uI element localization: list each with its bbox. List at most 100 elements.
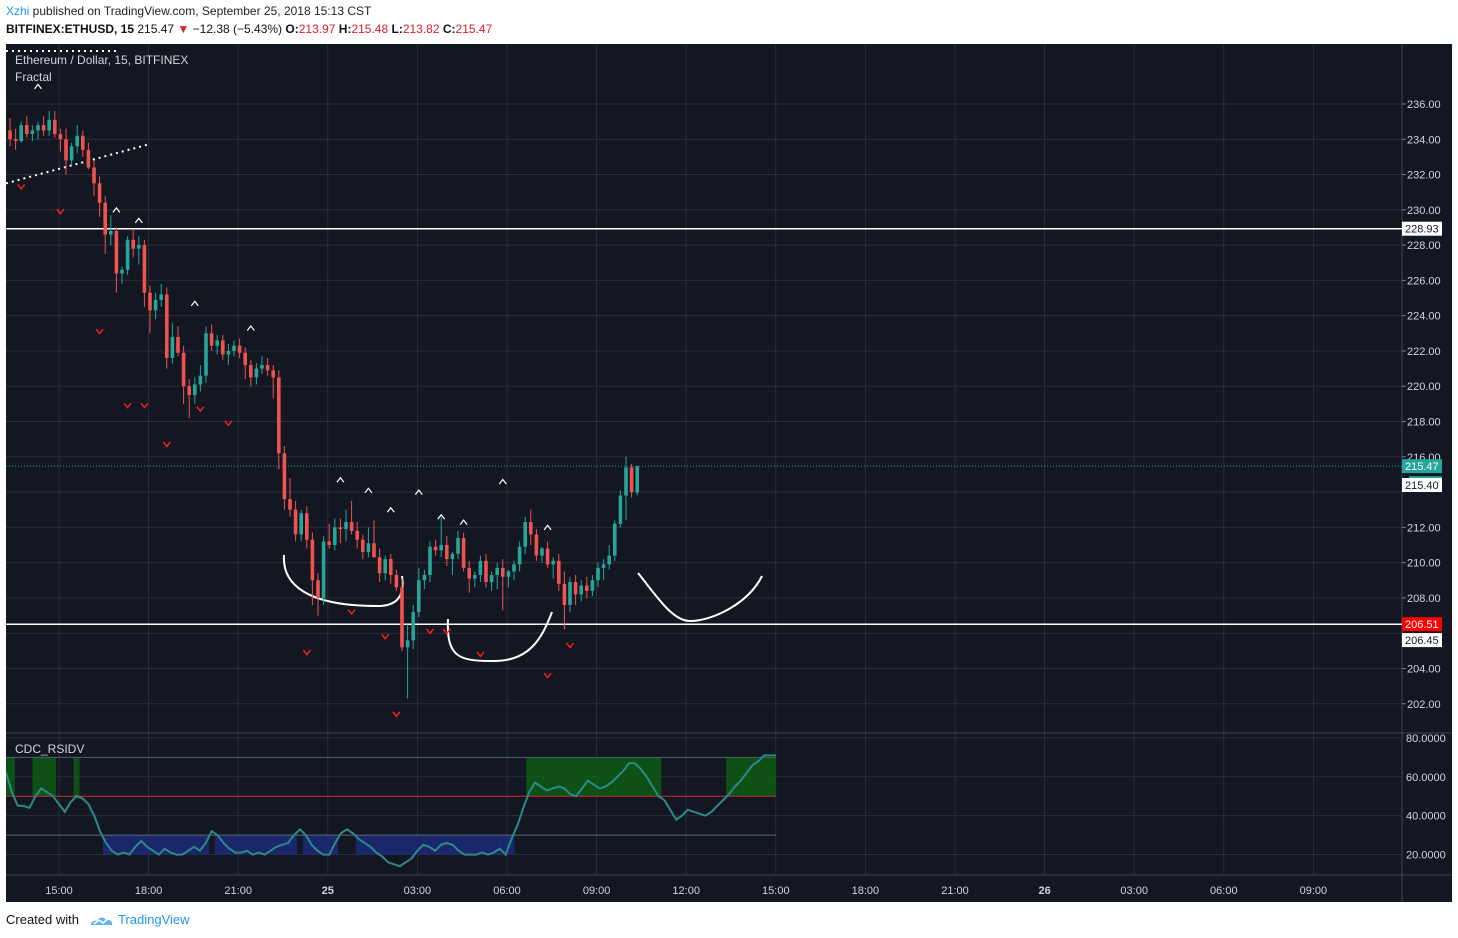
candle-body bbox=[349, 522, 354, 531]
fractal-down-icon bbox=[565, 642, 575, 649]
candle-body bbox=[86, 149, 91, 168]
fractal-down-icon bbox=[95, 328, 104, 335]
candle-body bbox=[215, 340, 219, 346]
candle-body bbox=[92, 167, 96, 184]
fractal-up-icon bbox=[386, 506, 395, 513]
candle-body bbox=[568, 582, 572, 605]
rsi-tick-label: 80.0000 bbox=[1406, 733, 1446, 745]
candle-body bbox=[473, 574, 477, 579]
candle-body bbox=[53, 119, 57, 134]
time-tick-label: 03:00 bbox=[404, 885, 432, 897]
last-price: 215.47 bbox=[137, 22, 175, 36]
candle-body bbox=[596, 567, 600, 581]
price-tick-label: 228.00 bbox=[1407, 240, 1441, 252]
symbol-label: BITFINEX:ETHUSD, 15 bbox=[6, 22, 135, 36]
candle-body bbox=[400, 587, 404, 648]
fractal-up-icon bbox=[34, 83, 42, 90]
support2-price-badge: 206.45 bbox=[1405, 635, 1439, 647]
author-name[interactable]: Xzhi bbox=[6, 4, 30, 18]
candle-body bbox=[198, 375, 203, 385]
candle-body bbox=[265, 365, 270, 371]
candle-body bbox=[394, 574, 399, 588]
fractal-down-icon bbox=[302, 649, 311, 656]
price-tick-label: 208.00 bbox=[1407, 593, 1441, 605]
time-tick-label: 06:00 bbox=[1210, 885, 1238, 897]
candle-body bbox=[456, 537, 460, 554]
candle-body bbox=[142, 245, 147, 293]
candle-body bbox=[383, 559, 387, 574]
candle-body bbox=[433, 546, 438, 551]
fractal-label: Fractal bbox=[15, 70, 52, 84]
candle-body bbox=[338, 527, 343, 530]
fractal-up-icon bbox=[112, 206, 121, 213]
chart-area[interactable]: 202.00 204.00 208.00 210.00 212.00 216.00 218.… bbox=[5, 44, 1452, 902]
ohlc-header: BITFINEX:ETHUSD, 15 215.47 ▼ −12.38 (−5.… bbox=[6, 22, 492, 36]
candle-body bbox=[305, 513, 309, 540]
candle-body bbox=[607, 555, 611, 565]
candle-body bbox=[562, 583, 567, 605]
candle-body bbox=[25, 125, 29, 134]
rsi-bear-zone bbox=[214, 835, 297, 855]
candle-body bbox=[8, 130, 12, 140]
right-shoulder-curve bbox=[637, 572, 763, 623]
candle-body bbox=[159, 294, 163, 300]
price-tick-label: 234.00 bbox=[1407, 134, 1441, 146]
price-tick-label: 218.00 bbox=[1407, 417, 1441, 429]
candle-body bbox=[517, 546, 522, 565]
candle-body bbox=[277, 377, 281, 454]
candle-body bbox=[523, 522, 527, 547]
prev-close-badge: 215.40 bbox=[1405, 480, 1439, 492]
price-tick-label: 220.00 bbox=[1407, 381, 1441, 393]
chart-svg[interactable]: 202.00204.00208.00210.00212.00216.00218.… bbox=[5, 44, 1452, 902]
candle-body bbox=[243, 352, 247, 366]
rsi-bull-zone bbox=[32, 757, 56, 797]
fractal-up-icon bbox=[414, 489, 423, 495]
candle-body bbox=[19, 125, 23, 142]
rsi-line bbox=[5, 754, 776, 868]
footer: Created with TradingView bbox=[6, 912, 190, 928]
rsi-bull-zone bbox=[726, 757, 776, 797]
support-price-badge: 206.51 bbox=[1405, 619, 1439, 631]
time-tick-label: 21:00 bbox=[941, 885, 969, 897]
candle-body bbox=[624, 467, 628, 496]
time-tick-label: 09:00 bbox=[1300, 885, 1328, 897]
candle-body bbox=[176, 336, 180, 353]
candle-body bbox=[501, 567, 505, 577]
candle-body bbox=[58, 133, 63, 140]
candle-body bbox=[109, 230, 113, 235]
candle-body bbox=[495, 567, 499, 575]
candle-body bbox=[75, 135, 79, 147]
candle-body bbox=[461, 537, 466, 568]
rsi-bull-zone bbox=[73, 757, 80, 797]
fractal-down-icon bbox=[392, 711, 401, 718]
open-label: O: bbox=[285, 22, 299, 36]
price-tick-label: 222.00 bbox=[1407, 346, 1441, 358]
candle-body bbox=[478, 560, 483, 575]
candle-body bbox=[232, 345, 236, 351]
candle-body bbox=[64, 139, 68, 161]
rsi-pane bbox=[5, 754, 776, 868]
axes: 202.00204.00208.00210.00212.00216.00218.… bbox=[45, 99, 1446, 897]
price-tick-label: 224.00 bbox=[1407, 311, 1441, 323]
pattern-drawings bbox=[5, 50, 763, 663]
candle-body bbox=[321, 541, 326, 598]
candle-body bbox=[512, 564, 516, 572]
candle-body bbox=[529, 522, 533, 535]
fractal-down-icon bbox=[224, 420, 233, 427]
down-arrow-icon: ▼ bbox=[177, 22, 190, 36]
resistance-price-badge-bg bbox=[1402, 221, 1442, 236]
last-price-badge: 215.47 bbox=[1405, 461, 1439, 473]
time-tick-label: 21:00 bbox=[224, 885, 252, 897]
grid bbox=[6, 44, 1452, 902]
high-label: H: bbox=[338, 22, 352, 36]
support-price-badge-bg bbox=[1402, 617, 1442, 632]
candle-body bbox=[601, 564, 606, 568]
fractal-up-icon bbox=[459, 519, 468, 525]
tradingview-link[interactable]: TradingView bbox=[118, 912, 190, 927]
candle-body bbox=[361, 539, 365, 553]
candle-body bbox=[405, 640, 410, 648]
time-tick-label: 12:00 bbox=[672, 885, 700, 897]
candle-body bbox=[551, 560, 555, 565]
candle-body bbox=[131, 239, 135, 249]
candle-body bbox=[288, 499, 292, 510]
